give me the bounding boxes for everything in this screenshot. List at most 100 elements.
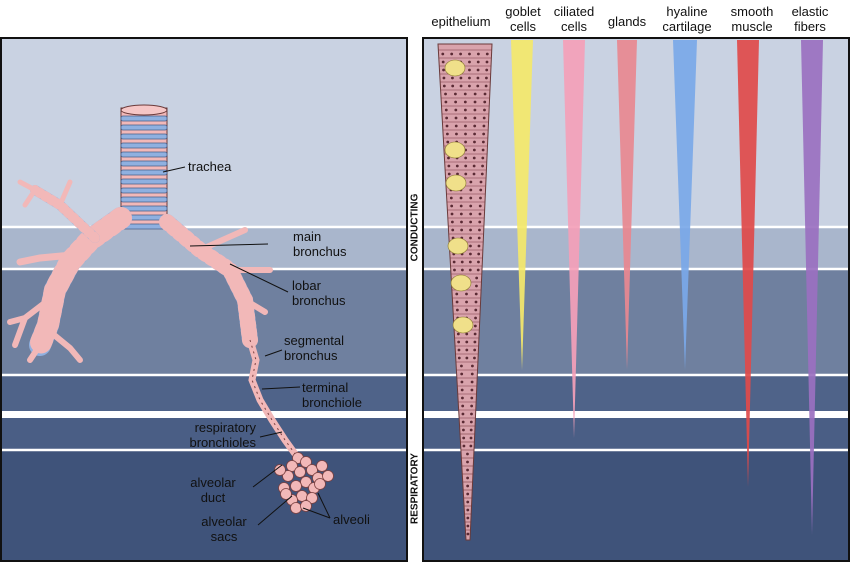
epithelium-nucleus (475, 276, 479, 280)
epithelium-nucleus (464, 132, 467, 136)
epithelium-nucleus (457, 340, 461, 344)
epithelium-nucleus (478, 228, 481, 232)
region-label-conducting: CONDUCTING (409, 193, 421, 262)
epithelium-nucleus (470, 372, 474, 376)
epithelium-nucleus (461, 420, 465, 424)
epithelium-nucleus (476, 268, 480, 272)
epithelium-nucleus (485, 52, 489, 56)
epithelium-nucleus (449, 196, 453, 200)
epithelium-nucleus (461, 412, 465, 416)
header-smooth-muscle: smooth muscle (730, 4, 774, 34)
epithelium-nucleus (483, 92, 487, 96)
glands-wedge (617, 40, 637, 370)
epithelium-nucleus (465, 332, 469, 336)
label-terminal-bronchiole: terminal bronchiole (302, 380, 362, 410)
epithelium-nucleus (469, 444, 473, 448)
epithelium-goblet-cell (450, 274, 472, 292)
epithelium-nucleus (454, 100, 458, 104)
epithelium-nucleus (485, 60, 489, 64)
epithelium-nucleus (473, 108, 477, 112)
epithelium-nucleus (466, 500, 470, 504)
epithelium-nucleus (477, 252, 481, 256)
left-panel-bands (0, 38, 408, 562)
epithelium-nucleus (447, 172, 451, 176)
epithelium-nucleus (469, 420, 473, 424)
epithelium-nucleus (454, 124, 458, 128)
epithelium-nucleus (469, 428, 473, 432)
region-label-respiratory: RESPIRATORY (409, 453, 421, 524)
epithelium-nucleus (483, 108, 486, 112)
epithelium-nucleus (464, 140, 467, 144)
epithelium-nucleus (472, 172, 476, 176)
epithelium-nucleus (442, 68, 445, 72)
epithelium-nucleus (460, 372, 464, 376)
alveolus (296, 490, 308, 502)
epithelium-nucleus (464, 124, 467, 128)
alveolus (274, 464, 286, 476)
epithelium-nucleus (477, 236, 481, 240)
epithelium-nucleus (478, 204, 482, 208)
epithelium-nucleus (457, 356, 461, 360)
epithelium-nucleus (445, 116, 449, 120)
epithelium-nucleus (475, 284, 478, 288)
epithelium-nucleus (455, 292, 459, 296)
epithelium-nucleus (472, 156, 476, 160)
epithelium-nucleus (482, 124, 486, 128)
alveolus (290, 502, 302, 514)
epithelium-nucleus (473, 340, 477, 344)
epithelium-nucleus (456, 172, 459, 176)
epithelium-nucleus (454, 108, 458, 112)
label-trachea: trachea (188, 159, 232, 174)
alveolus (282, 470, 294, 482)
trachea-ring (120, 151, 168, 158)
epithelium-nucleus (470, 380, 474, 384)
epithelium-nucleus (468, 76, 471, 80)
epithelium-nucleus (445, 132, 449, 136)
epithelium-nucleus (482, 116, 486, 120)
epithelium-nucleus (484, 84, 488, 88)
alveolus (286, 460, 298, 472)
epithelium-goblet-cell (452, 316, 474, 334)
epithelium-nucleus (481, 164, 484, 168)
epithelium-nucleus (469, 252, 472, 256)
epithelium-nucleus (473, 348, 477, 352)
epithelium-nucleus (469, 228, 472, 232)
label-respiratory-bronchioles: respiratory bronchioles (189, 420, 257, 450)
epithelium-nucleus (461, 404, 465, 408)
epithelium-nucleus (468, 84, 471, 88)
epithelium-nucleus (481, 156, 485, 160)
alveolus (280, 488, 292, 500)
epithelium-nucleus (466, 468, 469, 472)
epithelium-nucleus (473, 116, 477, 120)
alveolus (306, 464, 318, 476)
alveolus (306, 492, 318, 504)
epithelium-nucleus (466, 524, 470, 528)
alveolus (290, 480, 302, 492)
region-divider-right (422, 411, 850, 418)
epithelium-nucleus (469, 188, 473, 192)
epithelium-nucleus (455, 300, 459, 304)
epithelium-nucleus (473, 124, 477, 128)
label-segmental-bronchus: segmental bronchus (284, 333, 344, 363)
epithelium-nucleus (460, 228, 464, 232)
epithelium-nucleus (469, 236, 472, 240)
epithelium-nucleus (473, 356, 476, 360)
epithelium-nucleus (470, 412, 473, 416)
epithelium-nucleus (479, 196, 482, 200)
epithelium-nucleus (447, 156, 450, 160)
epithelium-nucleus (477, 260, 480, 264)
epithelium-nucleus (476, 84, 480, 88)
epithelium-nucleus (470, 388, 474, 392)
epithelium-nucleus (460, 220, 463, 224)
epithelium-nucleus (465, 340, 469, 344)
header-glands: glands (607, 14, 647, 29)
airway-tree (7, 104, 334, 514)
epithelium-nucleus (465, 308, 468, 312)
header-goblet-cells: goblet cells (505, 4, 541, 34)
epithelium-nucleus (479, 188, 483, 192)
ciliated-cells-wedge (563, 40, 585, 438)
epithelium-nucleus (464, 116, 467, 120)
epithelium-nucleus (459, 212, 463, 216)
epithelium-nucleus (450, 204, 454, 208)
